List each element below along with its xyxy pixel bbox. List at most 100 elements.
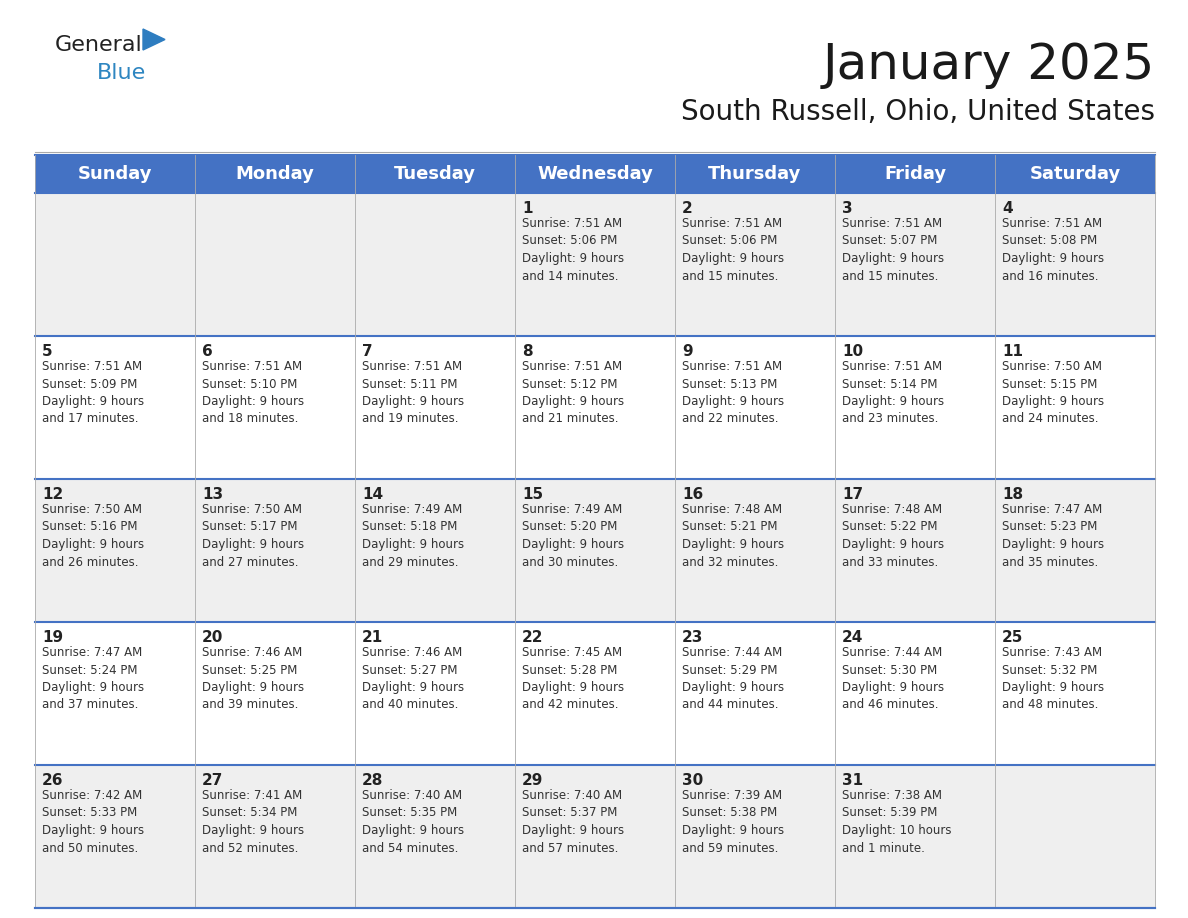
Text: South Russell, Ohio, United States: South Russell, Ohio, United States xyxy=(681,98,1155,126)
Text: Sunrise: 7:50 AM
Sunset: 5:15 PM
Daylight: 9 hours
and 24 minutes.: Sunrise: 7:50 AM Sunset: 5:15 PM Dayligh… xyxy=(1001,360,1104,426)
Bar xyxy=(195,765,355,908)
Bar xyxy=(996,193,1155,336)
Text: 10: 10 xyxy=(842,344,864,359)
Text: 1: 1 xyxy=(522,201,532,216)
Text: 25: 25 xyxy=(1001,630,1023,645)
Text: 28: 28 xyxy=(362,773,384,788)
Bar xyxy=(516,155,675,193)
Text: Sunrise: 7:43 AM
Sunset: 5:32 PM
Daylight: 9 hours
and 48 minutes.: Sunrise: 7:43 AM Sunset: 5:32 PM Dayligh… xyxy=(1001,646,1104,711)
Text: 4: 4 xyxy=(1001,201,1012,216)
Text: Saturday: Saturday xyxy=(1029,165,1120,183)
Text: Sunrise: 7:48 AM
Sunset: 5:21 PM
Daylight: 9 hours
and 32 minutes.: Sunrise: 7:48 AM Sunset: 5:21 PM Dayligh… xyxy=(682,503,784,568)
Bar xyxy=(675,336,835,479)
Text: 17: 17 xyxy=(842,487,864,502)
Text: 23: 23 xyxy=(682,630,703,645)
Bar xyxy=(355,479,516,622)
Text: Sunrise: 7:51 AM
Sunset: 5:11 PM
Daylight: 9 hours
and 19 minutes.: Sunrise: 7:51 AM Sunset: 5:11 PM Dayligh… xyxy=(362,360,465,426)
Bar xyxy=(835,765,996,908)
Bar xyxy=(195,155,355,193)
Text: Sunrise: 7:42 AM
Sunset: 5:33 PM
Daylight: 9 hours
and 50 minutes.: Sunrise: 7:42 AM Sunset: 5:33 PM Dayligh… xyxy=(42,789,144,855)
Bar xyxy=(835,479,996,622)
Text: 14: 14 xyxy=(362,487,383,502)
Text: 13: 13 xyxy=(202,487,223,502)
Bar xyxy=(34,193,195,336)
Text: 7: 7 xyxy=(362,344,373,359)
Polygon shape xyxy=(143,29,165,50)
Text: Tuesday: Tuesday xyxy=(394,165,476,183)
Bar xyxy=(835,193,996,336)
Text: Sunrise: 7:51 AM
Sunset: 5:09 PM
Daylight: 9 hours
and 17 minutes.: Sunrise: 7:51 AM Sunset: 5:09 PM Dayligh… xyxy=(42,360,144,426)
Text: 11: 11 xyxy=(1001,344,1023,359)
Text: 26: 26 xyxy=(42,773,63,788)
Bar xyxy=(516,765,675,908)
Text: 19: 19 xyxy=(42,630,63,645)
Bar xyxy=(996,765,1155,908)
Text: Sunrise: 7:46 AM
Sunset: 5:25 PM
Daylight: 9 hours
and 39 minutes.: Sunrise: 7:46 AM Sunset: 5:25 PM Dayligh… xyxy=(202,646,304,711)
Bar xyxy=(34,765,195,908)
Bar xyxy=(34,336,195,479)
Bar xyxy=(835,622,996,765)
Bar xyxy=(355,155,516,193)
Bar xyxy=(835,336,996,479)
Text: Sunrise: 7:51 AM
Sunset: 5:06 PM
Daylight: 9 hours
and 14 minutes.: Sunrise: 7:51 AM Sunset: 5:06 PM Dayligh… xyxy=(522,217,624,283)
Bar xyxy=(34,479,195,622)
Text: 30: 30 xyxy=(682,773,703,788)
Text: Sunrise: 7:51 AM
Sunset: 5:06 PM
Daylight: 9 hours
and 15 minutes.: Sunrise: 7:51 AM Sunset: 5:06 PM Dayligh… xyxy=(682,217,784,283)
Bar xyxy=(355,765,516,908)
Text: Sunrise: 7:50 AM
Sunset: 5:16 PM
Daylight: 9 hours
and 26 minutes.: Sunrise: 7:50 AM Sunset: 5:16 PM Dayligh… xyxy=(42,503,144,568)
Text: Friday: Friday xyxy=(884,165,946,183)
Text: General: General xyxy=(55,35,143,55)
Text: Monday: Monday xyxy=(235,165,315,183)
Bar xyxy=(34,622,195,765)
Text: Sunrise: 7:46 AM
Sunset: 5:27 PM
Daylight: 9 hours
and 40 minutes.: Sunrise: 7:46 AM Sunset: 5:27 PM Dayligh… xyxy=(362,646,465,711)
Bar xyxy=(675,479,835,622)
Bar xyxy=(516,336,675,479)
Text: Sunrise: 7:48 AM
Sunset: 5:22 PM
Daylight: 9 hours
and 33 minutes.: Sunrise: 7:48 AM Sunset: 5:22 PM Dayligh… xyxy=(842,503,944,568)
Bar xyxy=(516,479,675,622)
Bar xyxy=(355,336,516,479)
Bar xyxy=(195,479,355,622)
Text: 27: 27 xyxy=(202,773,223,788)
Text: 22: 22 xyxy=(522,630,543,645)
Bar xyxy=(34,155,195,193)
Text: 5: 5 xyxy=(42,344,52,359)
Bar xyxy=(516,193,675,336)
Text: 2: 2 xyxy=(682,201,693,216)
Text: Sunrise: 7:49 AM
Sunset: 5:20 PM
Daylight: 9 hours
and 30 minutes.: Sunrise: 7:49 AM Sunset: 5:20 PM Dayligh… xyxy=(522,503,624,568)
Text: Sunrise: 7:45 AM
Sunset: 5:28 PM
Daylight: 9 hours
and 42 minutes.: Sunrise: 7:45 AM Sunset: 5:28 PM Dayligh… xyxy=(522,646,624,711)
Text: Sunrise: 7:47 AM
Sunset: 5:23 PM
Daylight: 9 hours
and 35 minutes.: Sunrise: 7:47 AM Sunset: 5:23 PM Dayligh… xyxy=(1001,503,1104,568)
Text: Sunrise: 7:47 AM
Sunset: 5:24 PM
Daylight: 9 hours
and 37 minutes.: Sunrise: 7:47 AM Sunset: 5:24 PM Dayligh… xyxy=(42,646,144,711)
Bar xyxy=(675,193,835,336)
Text: Sunrise: 7:41 AM
Sunset: 5:34 PM
Daylight: 9 hours
and 52 minutes.: Sunrise: 7:41 AM Sunset: 5:34 PM Dayligh… xyxy=(202,789,304,855)
Text: Sunrise: 7:51 AM
Sunset: 5:07 PM
Daylight: 9 hours
and 15 minutes.: Sunrise: 7:51 AM Sunset: 5:07 PM Dayligh… xyxy=(842,217,944,283)
Text: 3: 3 xyxy=(842,201,853,216)
Bar xyxy=(675,765,835,908)
Bar xyxy=(675,155,835,193)
Bar xyxy=(996,622,1155,765)
Text: 31: 31 xyxy=(842,773,864,788)
Text: Sunrise: 7:40 AM
Sunset: 5:37 PM
Daylight: 9 hours
and 57 minutes.: Sunrise: 7:40 AM Sunset: 5:37 PM Dayligh… xyxy=(522,789,624,855)
Bar xyxy=(996,336,1155,479)
Bar xyxy=(355,193,516,336)
Bar xyxy=(996,479,1155,622)
Bar xyxy=(355,622,516,765)
Text: Thursday: Thursday xyxy=(708,165,802,183)
Text: 8: 8 xyxy=(522,344,532,359)
Text: Sunrise: 7:44 AM
Sunset: 5:30 PM
Daylight: 9 hours
and 46 minutes.: Sunrise: 7:44 AM Sunset: 5:30 PM Dayligh… xyxy=(842,646,944,711)
Text: 29: 29 xyxy=(522,773,543,788)
Bar xyxy=(195,193,355,336)
Text: 21: 21 xyxy=(362,630,384,645)
Bar xyxy=(516,622,675,765)
Text: Sunrise: 7:50 AM
Sunset: 5:17 PM
Daylight: 9 hours
and 27 minutes.: Sunrise: 7:50 AM Sunset: 5:17 PM Dayligh… xyxy=(202,503,304,568)
Text: 9: 9 xyxy=(682,344,693,359)
Text: 24: 24 xyxy=(842,630,864,645)
Text: 6: 6 xyxy=(202,344,213,359)
Bar xyxy=(675,622,835,765)
Text: Sunrise: 7:51 AM
Sunset: 5:12 PM
Daylight: 9 hours
and 21 minutes.: Sunrise: 7:51 AM Sunset: 5:12 PM Dayligh… xyxy=(522,360,624,426)
Text: 20: 20 xyxy=(202,630,223,645)
Text: 16: 16 xyxy=(682,487,703,502)
Text: Wednesday: Wednesday xyxy=(537,165,653,183)
Text: Sunrise: 7:40 AM
Sunset: 5:35 PM
Daylight: 9 hours
and 54 minutes.: Sunrise: 7:40 AM Sunset: 5:35 PM Dayligh… xyxy=(362,789,465,855)
Bar xyxy=(195,336,355,479)
Text: January 2025: January 2025 xyxy=(823,41,1155,89)
